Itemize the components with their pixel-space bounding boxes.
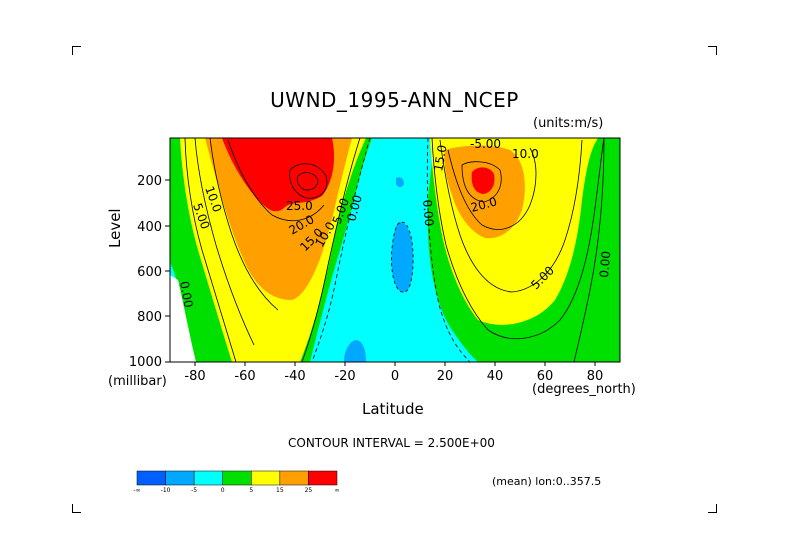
y-tick-label: 400	[137, 220, 162, 235]
colorbar-label: -10	[161, 487, 171, 494]
contour-label: 10.0	[512, 147, 539, 161]
x-axis-label: Latitude	[362, 400, 424, 418]
x-tick-label: 60	[537, 369, 554, 384]
band-neg10-to-neg5-pocket-2	[344, 340, 366, 362]
colorbar-swatch	[193, 470, 223, 486]
y-tick-labels: 200 400 600 800 1000	[129, 174, 162, 370]
y-tick-label: 600	[137, 265, 162, 280]
x-tick-label: -60	[234, 369, 255, 384]
colorbar-swatch	[251, 470, 281, 486]
mean-note: (mean) lon:0..357.5	[492, 475, 602, 488]
colorbar-swatch	[136, 470, 166, 486]
x-tick-label: 80	[587, 369, 604, 384]
x-tick-label: 0	[391, 369, 399, 384]
crop-mark-bottom-right	[708, 504, 717, 513]
contour-label: 0.00	[597, 250, 613, 278]
band-25-plus-north	[471, 167, 495, 194]
band-neg10-to-neg5-pocket-3	[396, 177, 404, 187]
tick-marks	[165, 179, 596, 366]
contour-interval-text: CONTOUR INTERVAL = 2.500E+00	[288, 436, 495, 450]
band-25-plus-south	[222, 138, 335, 212]
crop-mark-bottom-left	[72, 504, 81, 513]
colorbar-label: 0	[221, 487, 225, 494]
colorbar-swatch	[222, 470, 252, 486]
contour-label: 0.00	[177, 280, 195, 309]
contour-label: 25.0	[286, 199, 313, 213]
contour-label: 15.0	[431, 144, 449, 173]
colorbar-swatch	[308, 470, 338, 486]
y-axis-units: (millibar)	[108, 374, 167, 389]
colorbar-label: -∞	[133, 487, 140, 494]
contour-label-group: 10.0 5.00 25.0 20.0 15.0 10.0 5.00 0.00 …	[177, 137, 613, 309]
x-axis-units: (degrees_north)	[532, 382, 636, 397]
x-tick-label: 40	[487, 369, 504, 384]
colorbar-label: 5	[249, 487, 253, 494]
units-label: (units:m/s)	[533, 116, 604, 131]
colorbar: -∞ -10 -5 0 5 15 25 ∞	[133, 470, 340, 494]
crop-mark-top-right	[708, 46, 717, 55]
filled-contours	[170, 138, 620, 362]
colorbar-label: -5	[191, 487, 197, 494]
colorbar-label: 25	[305, 487, 313, 494]
contour-lines	[184, 138, 605, 362]
colorbar-label: ∞	[335, 487, 340, 494]
contour-label: 20.0	[469, 194, 498, 214]
y-tick-label: 200	[137, 174, 162, 189]
x-tick-labels: -80 -60 -40 -20 0 20 40 60 80	[184, 369, 603, 384]
colorbar-swatch	[279, 470, 309, 486]
colorbar-label: 15	[276, 487, 284, 494]
band-neg10-to-neg5-pocket-1	[391, 222, 414, 293]
crop-mark-top-left	[72, 46, 81, 55]
contour-label: 0.00	[420, 199, 436, 227]
x-tick-label: -80	[184, 369, 205, 384]
contour-label: -5.00	[470, 137, 501, 151]
y-tick-label: 800	[137, 310, 162, 325]
x-tick-label: -20	[334, 369, 355, 384]
x-tick-label: 20	[437, 369, 454, 384]
x-tick-label: -40	[284, 369, 305, 384]
colorbar-swatch	[165, 470, 195, 486]
y-tick-label: 1000	[129, 355, 162, 370]
contour-label: 0.00	[344, 193, 364, 222]
white-missing-region	[170, 275, 196, 362]
chart-title: UWND_1995-ANN_NCEP	[270, 88, 519, 112]
